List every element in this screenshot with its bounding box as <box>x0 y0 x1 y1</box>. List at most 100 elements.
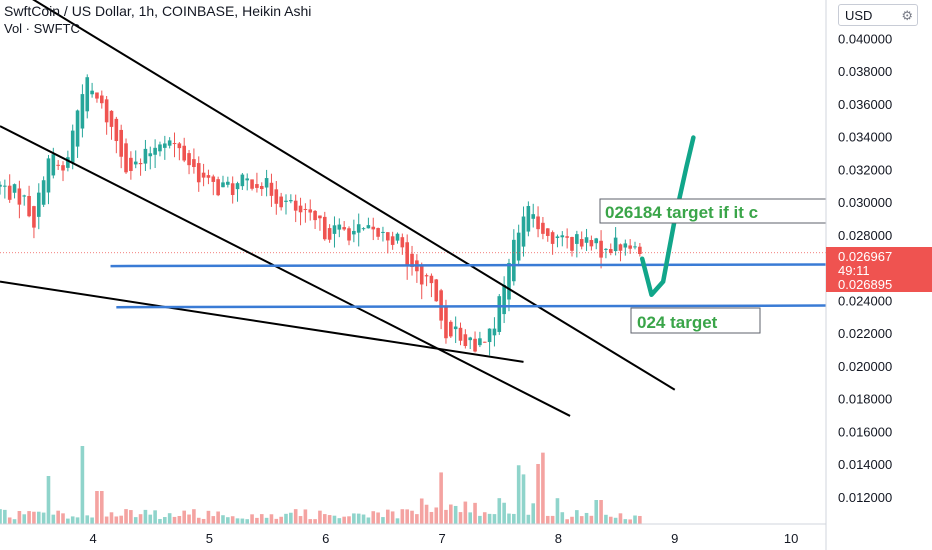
volume-bar <box>240 518 245 524</box>
volume-bar <box>347 516 351 524</box>
settings-icon[interactable]: ⚙ <box>901 8 913 23</box>
volume-bar <box>167 513 172 524</box>
candle-body <box>182 145 187 161</box>
time-axis-label: 9 <box>671 531 678 546</box>
volume-bar <box>410 510 414 524</box>
time-axis[interactable]: 4 5 6 7 8 9 10 <box>89 531 798 546</box>
candle-body <box>51 154 56 176</box>
candle-body <box>274 189 279 204</box>
volume-bar <box>415 514 419 524</box>
target-lower-label: 024 target <box>637 313 718 332</box>
target-lower-callout[interactable]: 024 target <box>630 307 761 334</box>
time-axis-label: 8 <box>555 531 562 546</box>
volume-bar <box>555 498 560 524</box>
time-axis-label: 10 <box>784 531 798 546</box>
candle-body <box>119 129 123 157</box>
volume-bar <box>308 519 313 524</box>
volume-bar <box>129 510 133 524</box>
volume-bar <box>381 517 385 524</box>
candle-body <box>512 239 516 282</box>
volume-bar <box>293 509 298 524</box>
candle-body <box>313 210 317 221</box>
volume-bar <box>628 519 632 524</box>
candle-body <box>3 185 7 187</box>
last-price-value: 0.026967 <box>838 249 892 264</box>
price-axis-label: 0.040000 <box>838 31 892 46</box>
volume-bar <box>56 510 60 524</box>
candle-body <box>177 143 182 149</box>
volume-bar <box>313 519 317 524</box>
candle-body <box>22 195 27 197</box>
trendline <box>0 125 571 417</box>
volume-bars <box>0 446 642 524</box>
volume-bar <box>61 513 65 524</box>
volume-bar <box>512 513 516 524</box>
currency-selector[interactable]: USD ⚙ <box>838 4 918 26</box>
volume-bar <box>405 509 409 524</box>
candle-body <box>337 224 342 230</box>
candle-body <box>163 143 167 148</box>
volume-bar <box>545 515 550 524</box>
candle-body <box>138 162 143 165</box>
volume-bar <box>541 452 545 524</box>
volume-bar <box>516 465 521 524</box>
candle-body <box>114 118 119 142</box>
price-axis-label: 0.016000 <box>838 424 892 439</box>
chart-title: SwftCoin / US Dollar, 1h, COINBASE, Heik… <box>4 3 312 19</box>
candle-body <box>66 157 70 168</box>
volume-bar <box>565 519 569 524</box>
volume-bar <box>269 514 274 524</box>
horizontal-level <box>110 263 827 268</box>
candle-body <box>221 182 225 188</box>
volume-bar <box>303 509 308 524</box>
volume-bar <box>114 516 119 524</box>
volume-bar <box>216 511 220 524</box>
volume-bar <box>390 511 395 524</box>
volume-bar <box>444 509 448 524</box>
price-axis-label: 0.030000 <box>838 195 892 210</box>
candle-body <box>516 232 521 261</box>
candle-body <box>385 232 390 241</box>
trendline <box>0 280 524 363</box>
horizontal-level <box>116 304 827 309</box>
candle-body <box>279 196 283 208</box>
candle-body <box>172 143 177 145</box>
volume-bar <box>497 498 502 524</box>
time-axis-label: 5 <box>206 531 213 546</box>
volume-bar <box>366 517 371 524</box>
candle-body <box>366 225 371 229</box>
volume-bar <box>575 510 579 524</box>
volume-bar <box>473 502 477 524</box>
price-axis-label: 0.014000 <box>838 457 892 472</box>
volume-bar <box>526 514 531 524</box>
target-upper-callout[interactable]: 026184 target if it c <box>599 198 827 224</box>
volume-bar <box>153 510 157 524</box>
volume-bar <box>41 512 46 524</box>
candle-body <box>521 216 526 247</box>
volume-bar <box>95 491 99 524</box>
price-axis-label: 0.024000 <box>838 293 892 308</box>
price-axis[interactable]: 0.040000 0.038000 0.036000 0.034000 0.032000… <box>838 31 892 505</box>
candle-body <box>434 279 439 302</box>
candle-body <box>255 184 259 188</box>
candle-body <box>308 209 313 213</box>
volume-bar <box>255 517 259 524</box>
volume-bar <box>478 515 482 524</box>
volume-bar <box>536 463 540 524</box>
prev-price-value: 0.026895 <box>838 277 892 292</box>
trendline <box>32 0 676 391</box>
volume-bar <box>434 507 439 524</box>
candle-body <box>594 238 599 244</box>
volume-bar <box>618 513 623 524</box>
candle-body <box>124 143 128 173</box>
volume-bar <box>230 516 235 524</box>
volume-bar <box>327 515 332 524</box>
volume-bar <box>424 504 429 524</box>
candle-body <box>541 222 545 234</box>
volume-bar <box>119 515 123 524</box>
volume-bar <box>613 517 618 524</box>
candle-body <box>0 184 2 187</box>
candle-body <box>143 148 148 164</box>
volume-bar <box>356 513 361 524</box>
